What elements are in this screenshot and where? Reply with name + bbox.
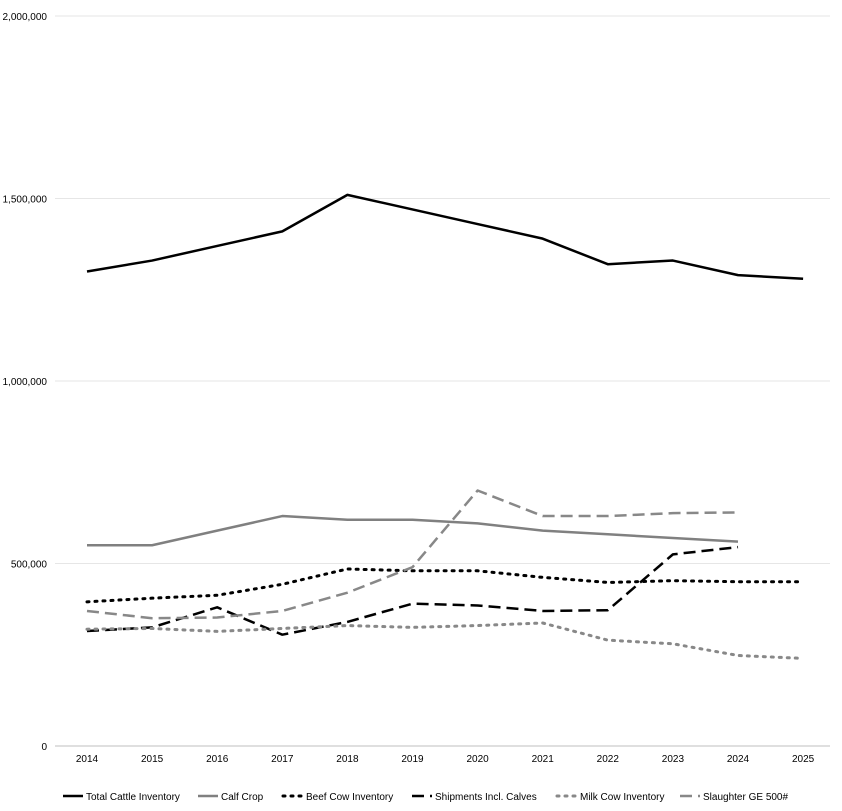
x-tick-label: 2015	[141, 754, 164, 765]
y-tick-label: 1,500,000	[3, 195, 48, 206]
x-tick-label: 2016	[206, 754, 229, 765]
x-tick-label: 2022	[597, 754, 620, 765]
legend-label: Total Cattle Inventory	[86, 792, 180, 803]
legend-label: Beef Cow Inventory	[306, 792, 393, 803]
y-axis-labels: 0 500,000 1,000,000 1,500,000 2,000,000	[3, 12, 48, 753]
series-line-1	[87, 514, 739, 547]
x-tick-label: 2017	[271, 754, 294, 765]
y-tick-label: 500,000	[11, 560, 48, 571]
legend: Total Cattle Inventory Calf Crop Beef Cow …	[63, 792, 788, 803]
gridlines	[55, 15, 830, 747]
legend-label: Calf Crop	[221, 792, 264, 803]
series-lines	[85, 193, 805, 660]
y-tick-label: 2,000,000	[3, 12, 48, 23]
legend-label: Slaughter GE 500#	[703, 792, 788, 803]
y-tick-label: 1,000,000	[3, 377, 48, 388]
legend-label: Shipments Incl. Calves	[435, 792, 537, 803]
y-tick-label: 0	[41, 742, 47, 753]
x-tick-label: 2019	[401, 754, 424, 765]
series-line-3	[86, 545, 739, 636]
x-tick-label: 2023	[662, 754, 685, 765]
x-tick-label: 2021	[532, 754, 555, 765]
x-tick-label: 2020	[466, 754, 489, 765]
x-tick-label: 2025	[792, 754, 815, 765]
series-line-2	[85, 567, 805, 604]
x-tick-label: 2014	[76, 754, 99, 765]
x-tick-label: 2018	[336, 754, 359, 765]
series-line-0	[86, 193, 804, 281]
x-tick-label: 2024	[727, 754, 750, 765]
series-line-4	[85, 621, 805, 660]
x-axis-labels: 2014 2015 2016 2017 2018 2019 2020 2021 2022 2023…	[76, 754, 815, 765]
legend-label: Milk Cow Inventory	[580, 792, 664, 803]
series-line-5	[86, 489, 739, 620]
